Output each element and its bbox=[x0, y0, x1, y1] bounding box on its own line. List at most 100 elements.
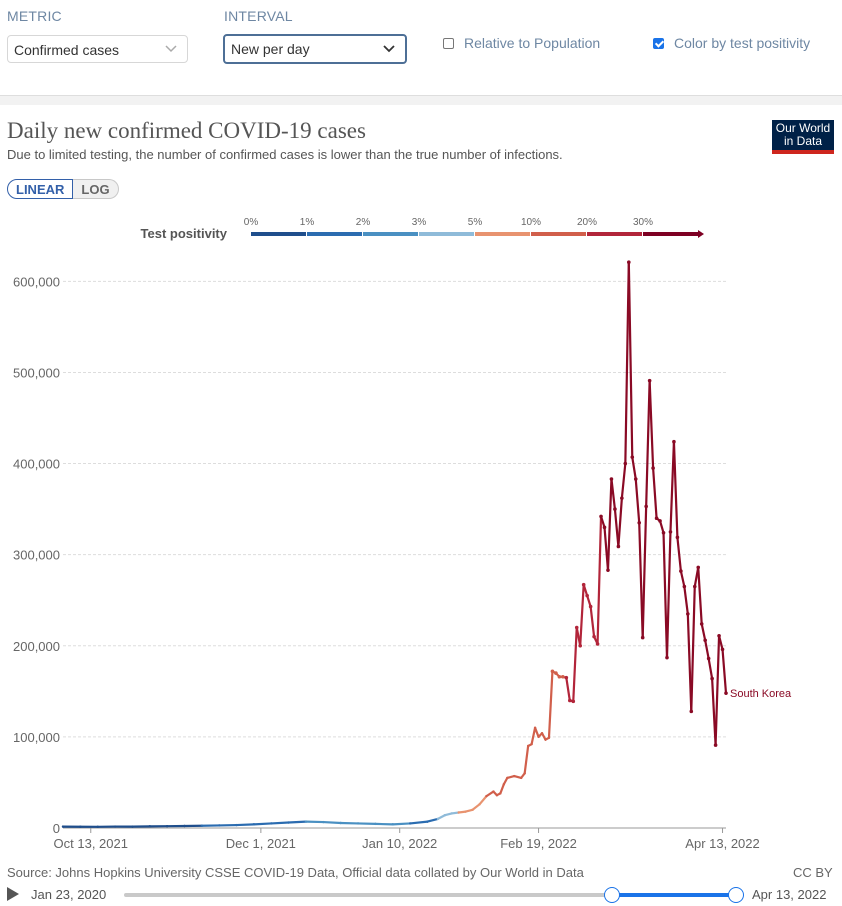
data-point bbox=[703, 638, 707, 643]
scale-toggle[interactable]: LINEAR LOG bbox=[7, 179, 119, 199]
metric-select[interactable]: Confirmed cases bbox=[7, 35, 188, 63]
series-line-segment bbox=[714, 634, 721, 747]
timeline-start-label: Jan 23, 2020 bbox=[31, 887, 107, 902]
series-line-segment bbox=[252, 822, 273, 826]
data-point bbox=[581, 582, 586, 587]
data-point bbox=[672, 439, 676, 444]
legend-tick-label: 30% bbox=[633, 217, 653, 228]
timeline-end-handle[interactable] bbox=[728, 887, 744, 903]
y-tick-label: 600,000 bbox=[13, 274, 60, 289]
series-line-segment bbox=[589, 605, 596, 638]
data-point bbox=[602, 525, 607, 530]
license-link[interactable]: CC BY bbox=[793, 865, 833, 880]
series-line-segment bbox=[665, 530, 672, 659]
data-point bbox=[540, 732, 544, 735]
legend-arrow-icon bbox=[698, 230, 704, 238]
data-point bbox=[287, 821, 290, 824]
y-tick-label: 200,000 bbox=[13, 639, 60, 654]
legend-tick-label: 5% bbox=[468, 217, 483, 228]
source-note[interactable]: Source: Johns Hopkins University CSSE CO… bbox=[7, 865, 584, 880]
series-line-segment bbox=[624, 261, 630, 465]
data-point bbox=[574, 625, 579, 630]
legend-title: Test positivity bbox=[141, 226, 228, 241]
data-point bbox=[633, 477, 638, 481]
data-point bbox=[436, 817, 440, 821]
data-point bbox=[696, 565, 701, 570]
data-point bbox=[654, 516, 659, 521]
data-point bbox=[595, 642, 600, 646]
legend-color-bin bbox=[363, 232, 418, 236]
relative-to-population-label: Relative to Population bbox=[464, 35, 601, 51]
data-point bbox=[165, 824, 169, 828]
timeline-track[interactable] bbox=[124, 887, 744, 903]
data-point bbox=[530, 742, 533, 746]
data-point bbox=[561, 674, 565, 679]
data-point bbox=[492, 790, 495, 793]
timeline-start-handle[interactable] bbox=[603, 887, 620, 903]
data-point bbox=[391, 823, 394, 826]
series-line-segment bbox=[606, 477, 613, 572]
data-point bbox=[637, 520, 642, 525]
series-line-segment bbox=[596, 515, 603, 646]
data-point bbox=[200, 824, 204, 827]
data-point bbox=[717, 633, 721, 638]
data-point bbox=[644, 504, 648, 509]
data-point bbox=[630, 455, 635, 459]
series-line-segment bbox=[533, 726, 540, 738]
interval-label: INTERVAL bbox=[224, 8, 293, 24]
data-point bbox=[724, 691, 728, 695]
data-point bbox=[547, 736, 551, 739]
play-icon[interactable] bbox=[7, 887, 19, 901]
data-point bbox=[218, 824, 221, 827]
data-point bbox=[686, 612, 690, 616]
series-line-segment bbox=[426, 817, 439, 823]
log-scale-button[interactable]: LOG bbox=[73, 179, 119, 199]
series-line-segment bbox=[707, 657, 714, 680]
x-tick-label: Feb 19, 2022 bbox=[500, 836, 577, 851]
series-line-segment bbox=[617, 497, 623, 548]
data-point bbox=[148, 825, 151, 828]
x-tick-label: Dec 1, 2021 bbox=[226, 836, 296, 851]
series-line-segment bbox=[645, 379, 651, 508]
series-line-segment bbox=[700, 622, 707, 642]
data-point bbox=[578, 643, 583, 648]
relative-to-population-checkbox[interactable]: Relative to Population bbox=[443, 35, 600, 51]
checkbox-checked-icon[interactable] bbox=[653, 37, 664, 49]
timeline-end-label: Apr 13, 2022 bbox=[752, 887, 827, 902]
checkbox-unchecked-icon[interactable] bbox=[443, 37, 454, 49]
legend-tick-label: 20% bbox=[577, 217, 597, 228]
data-point bbox=[131, 825, 134, 828]
series-south-korea[interactable] bbox=[61, 260, 728, 829]
series-end-label: South Korea bbox=[730, 688, 792, 700]
linear-scale-button[interactable]: LINEAR bbox=[7, 179, 74, 199]
data-point bbox=[478, 803, 481, 806]
data-point bbox=[706, 656, 711, 661]
data-point bbox=[519, 776, 523, 780]
series-line-segment bbox=[235, 823, 256, 827]
data-point bbox=[339, 821, 342, 825]
series-line-segment bbox=[502, 776, 509, 786]
x-tick-label: Oct 13, 2021 bbox=[54, 836, 128, 851]
data-point bbox=[533, 726, 537, 729]
data-point bbox=[450, 812, 453, 815]
series-line-segment bbox=[610, 477, 617, 511]
interval-select[interactable]: New per day bbox=[223, 34, 407, 64]
logo-line-2: in Data bbox=[783, 134, 823, 148]
test-positivity-legend: Test positivity 0% 1% 2% 3% 5% 10% 20% 30% bbox=[141, 217, 704, 241]
data-point bbox=[322, 820, 325, 824]
series-line-segment bbox=[523, 744, 530, 775]
series-line-segment bbox=[471, 803, 481, 811]
gridlines bbox=[63, 280, 726, 829]
series-line-segment bbox=[672, 440, 679, 539]
timeline-selected-range bbox=[611, 893, 736, 897]
data-point bbox=[464, 810, 467, 813]
data-point bbox=[682, 584, 687, 589]
legend-tick-label: 1% bbox=[300, 217, 315, 228]
series-line-segment bbox=[436, 814, 446, 820]
controls-divider bbox=[0, 95, 842, 105]
data-point bbox=[620, 496, 624, 500]
y-tick-label: 400,000 bbox=[13, 457, 60, 472]
owid-logo[interactable]: Our World in Data bbox=[772, 120, 834, 154]
color-by-test-positivity-checkbox[interactable]: Color by test positivity bbox=[653, 35, 810, 51]
legend-color-bin bbox=[419, 232, 474, 236]
